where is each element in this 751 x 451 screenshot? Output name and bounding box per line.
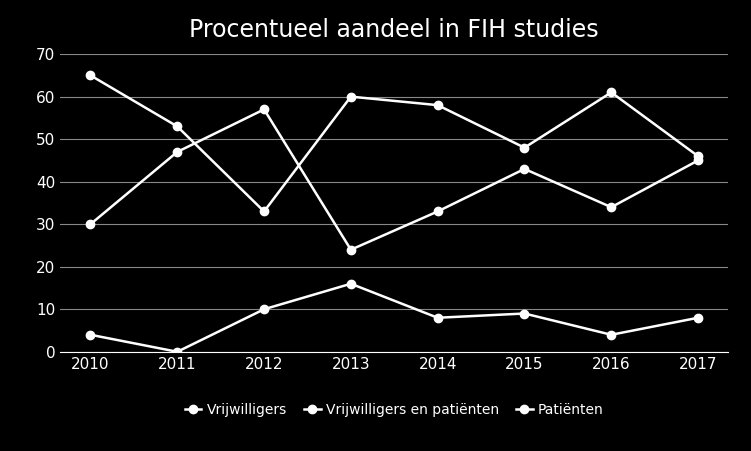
Vrijwilligers en patiënten [260,107,269,112]
Vrijwilligers en patiënten [694,158,703,163]
Vrijwilligers [86,332,95,337]
Vrijwilligers en patiënten [433,209,442,214]
Patiënten [607,90,616,95]
Vrijwilligers [520,311,529,316]
Vrijwilligers [607,332,616,337]
Vrijwilligers [173,349,182,354]
Vrijwilligers en patiënten [346,247,355,253]
Vrijwilligers en patiënten [520,166,529,172]
Patiënten [260,209,269,214]
Line: Patiënten: Patiënten [86,71,702,216]
Line: Vrijwilligers: Vrijwilligers [86,280,702,356]
Line: Vrijwilligers en patiënten: Vrijwilligers en patiënten [86,105,702,254]
Patiënten [520,145,529,150]
Vrijwilligers [433,315,442,321]
Vrijwilligers en patiënten [173,149,182,155]
Vrijwilligers [694,315,703,321]
Title: Procentueel aandeel in FIH studies: Procentueel aandeel in FIH studies [189,18,599,42]
Vrijwilligers [346,281,355,286]
Patiënten [694,153,703,159]
Vrijwilligers en patiënten [86,221,95,227]
Legend: Vrijwilligers, Vrijwilligers en patiënten, Patiënten: Vrijwilligers, Vrijwilligers en patiënte… [179,397,609,422]
Vrijwilligers [260,307,269,312]
Patiënten [346,94,355,99]
Patiënten [173,124,182,129]
Vrijwilligers en patiënten [607,204,616,210]
Patiënten [433,102,442,108]
Patiënten [86,73,95,78]
